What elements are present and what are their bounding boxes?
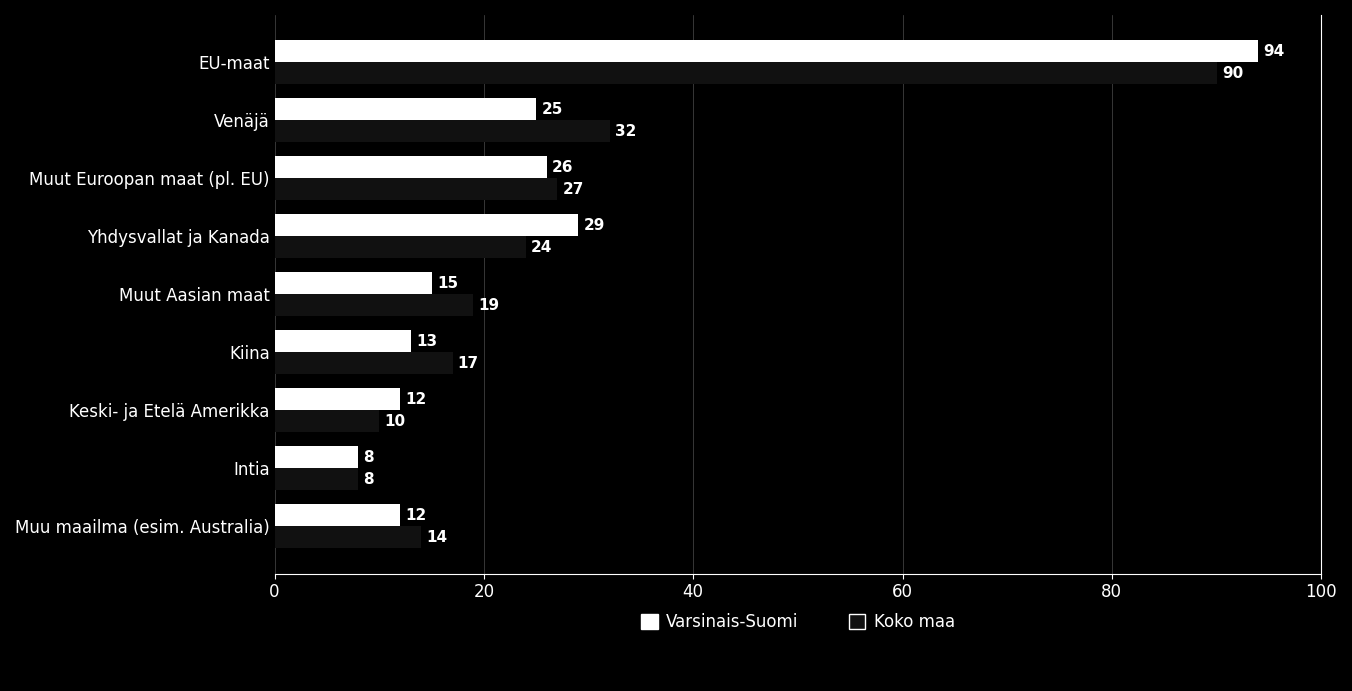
- Bar: [274, 120, 610, 142]
- Text: 13: 13: [416, 334, 437, 349]
- Text: 10: 10: [384, 414, 406, 429]
- Bar: [274, 178, 557, 200]
- Legend: Varsinais-Suomi, Koko maa: Varsinais-Suomi, Koko maa: [634, 607, 961, 638]
- Bar: [274, 40, 1259, 62]
- Bar: [274, 98, 537, 120]
- Bar: [274, 236, 526, 258]
- Text: 8: 8: [364, 472, 375, 487]
- Bar: [274, 468, 358, 491]
- Text: 12: 12: [406, 508, 427, 523]
- Bar: [274, 294, 473, 316]
- Bar: [274, 446, 358, 468]
- Text: 94: 94: [1264, 44, 1284, 59]
- Text: 90: 90: [1222, 66, 1242, 81]
- Text: 29: 29: [583, 218, 604, 233]
- Bar: [274, 62, 1217, 84]
- Text: 32: 32: [615, 124, 637, 139]
- Bar: [274, 352, 453, 375]
- Bar: [274, 527, 420, 549]
- Bar: [274, 410, 380, 433]
- Bar: [274, 272, 431, 294]
- Text: 24: 24: [531, 240, 553, 255]
- Text: 12: 12: [406, 392, 427, 407]
- Bar: [274, 388, 400, 410]
- Bar: [274, 504, 400, 527]
- Bar: [274, 330, 411, 352]
- Text: 17: 17: [458, 356, 479, 371]
- Text: 19: 19: [479, 298, 500, 313]
- Text: 15: 15: [437, 276, 458, 291]
- Text: 26: 26: [552, 160, 573, 175]
- Bar: [274, 156, 546, 178]
- Bar: [274, 214, 579, 236]
- Text: 14: 14: [426, 530, 448, 545]
- Text: 8: 8: [364, 450, 375, 465]
- Text: 25: 25: [542, 102, 562, 117]
- Text: 27: 27: [562, 182, 584, 197]
